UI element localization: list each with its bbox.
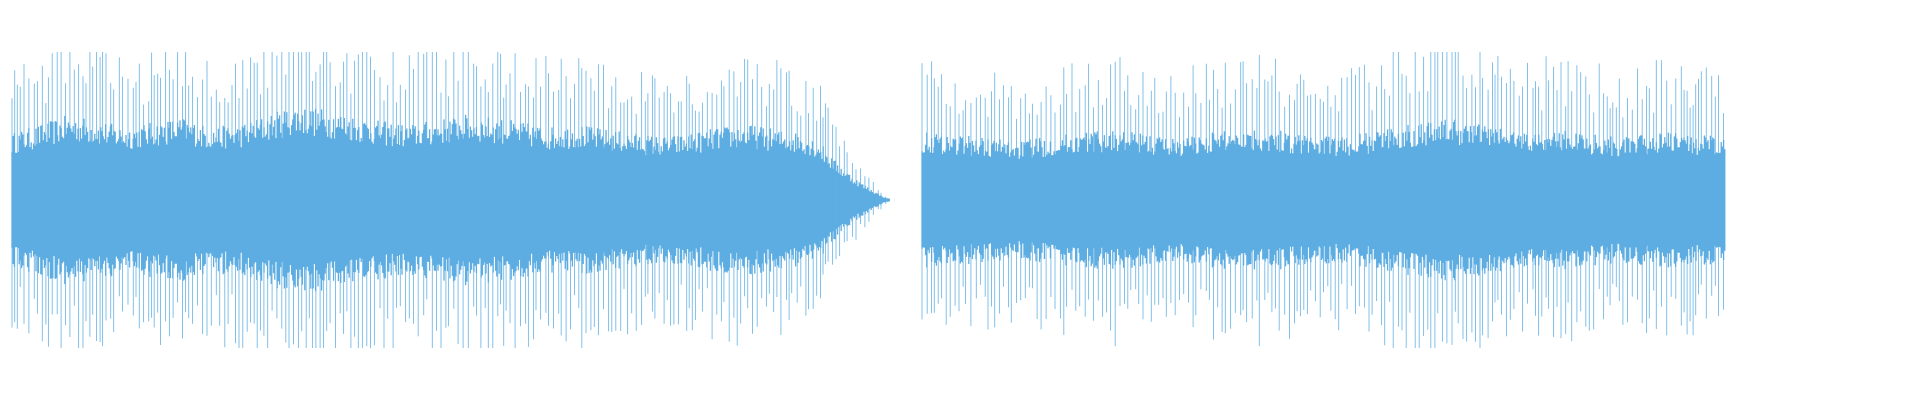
audio-clip-2[interactable] bbox=[921, 52, 1726, 348]
waveform-peaks bbox=[921, 52, 1724, 348]
audio-clip-1[interactable] bbox=[11, 52, 890, 348]
